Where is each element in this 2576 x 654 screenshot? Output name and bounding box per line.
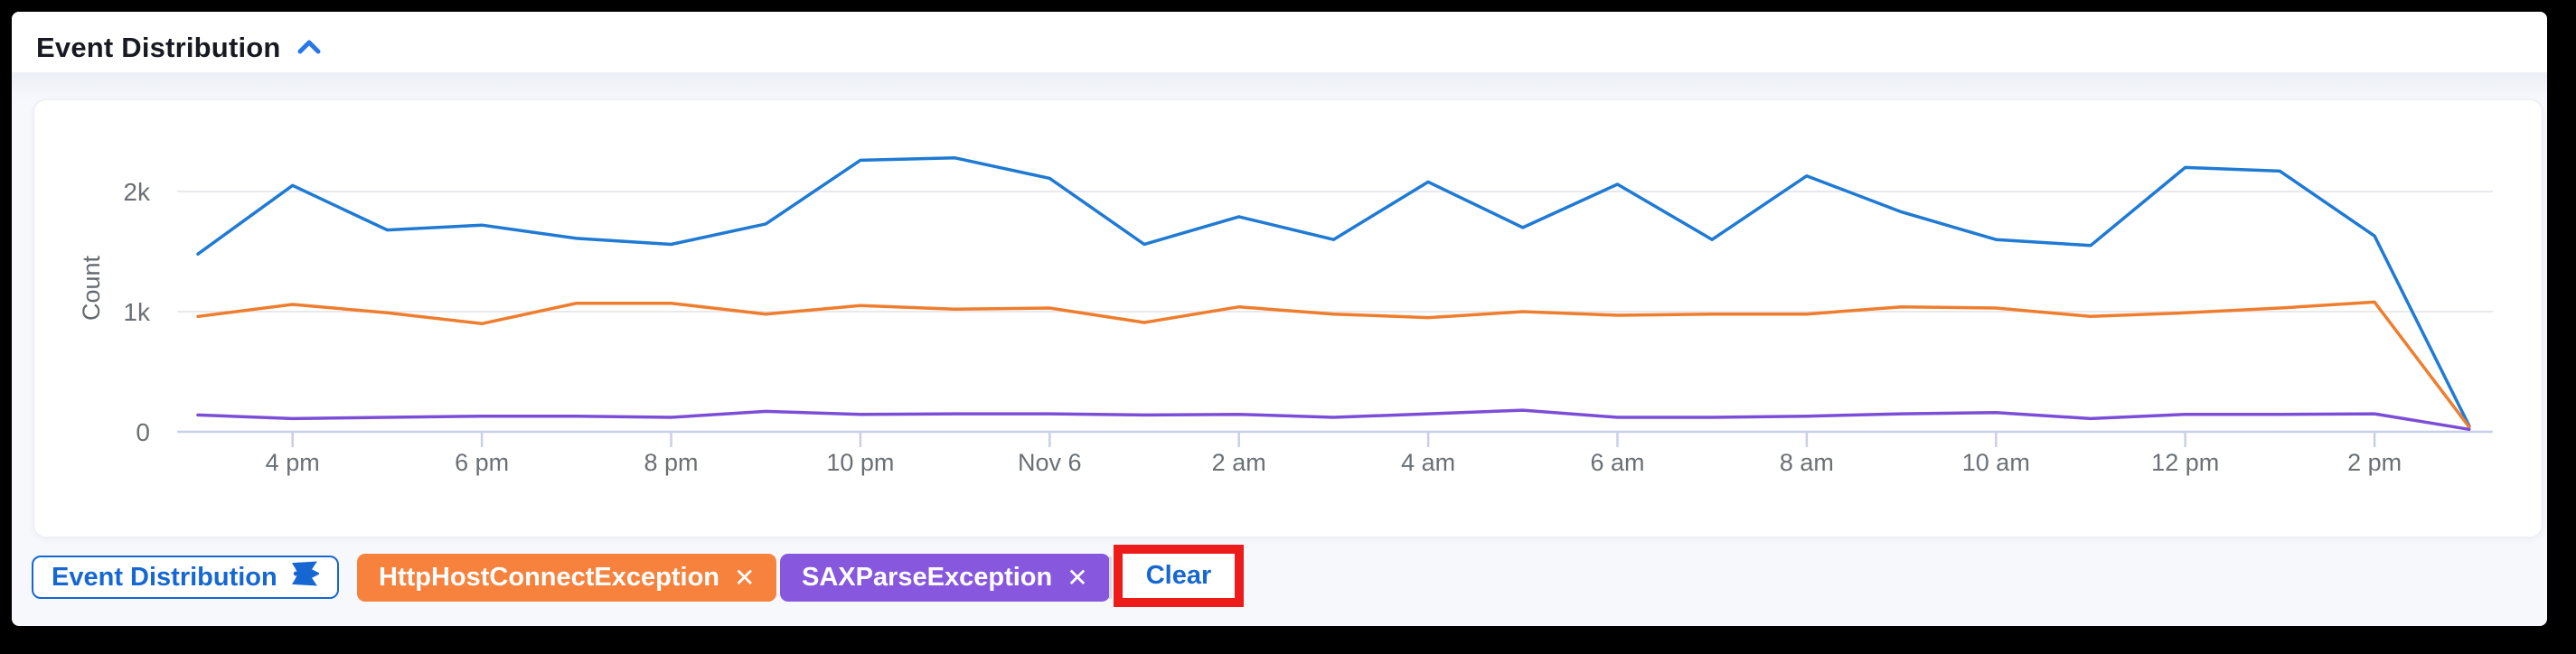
event-distribution-chart: 4 pm 6 pm 8 pm 10 pm Nov 6 2 am 4 am 6 am 8 am 10…	[78, 156, 2493, 476]
filter-chip-saxparseexception[interactable]: SAXParseException ✕	[780, 554, 1110, 602]
clear-button[interactable]: Clear	[1145, 561, 1212, 590]
vertical-divider	[1109, 556, 1112, 599]
filter-chip-label: HttpHostConnectException	[379, 563, 719, 592]
x-tick-label: 6 am	[1590, 449, 1644, 476]
close-icon[interactable]: ✕	[734, 563, 756, 592]
y-tick-label: 1k	[123, 298, 151, 326]
filter-chip-httphostconnectexception[interactable]: HttpHostConnectException ✕	[357, 554, 777, 602]
x-tick-label: 4 pm	[266, 449, 320, 476]
event-distribution-chart-button[interactable]: Event Distribution	[32, 556, 339, 599]
x-tick-label: 10 pm	[826, 449, 894, 476]
x-tick-label: 2 pm	[2347, 449, 2402, 476]
chart-button-label: Event Distribution	[52, 562, 277, 592]
x-tick-label: 2 am	[1212, 449, 1266, 476]
x-tick-label: 8 pm	[644, 449, 698, 476]
y-tick-label: 2k	[123, 178, 151, 206]
footer-controls: Event Distribution HttpHostConnectExcept…	[12, 12, 2547, 626]
x-tick-label: 6 pm	[455, 449, 509, 476]
x-tick-label: 12 pm	[2151, 449, 2219, 476]
annotation-highlight-box: Clear	[1114, 545, 1244, 607]
x-tick-label: 8 am	[1780, 449, 1834, 476]
chart-header: Event Distribution	[36, 32, 323, 64]
x-tick-label: Nov 6	[1018, 449, 1082, 476]
close-icon[interactable]: ✕	[1067, 563, 1088, 592]
y-tick-label: 0	[136, 418, 150, 446]
share-icon	[290, 559, 321, 595]
x-tick-label: 4 am	[1401, 449, 1455, 476]
line-series-saxparseexception	[196, 408, 2471, 432]
chevron-up-icon[interactable]	[296, 36, 323, 60]
dashboard-page: Event Distribution 4 pm 6 pm 8 pm 10 pm Nov …	[12, 12, 2547, 626]
header-divider-band	[12, 72, 2547, 99]
filter-chip-label: SAXParseException	[802, 563, 1053, 592]
header-strip	[12, 12, 2547, 72]
chart-card: 4 pm 6 pm 8 pm 10 pm Nov 6 2 am 4 am 6 am 8 am 10…	[33, 99, 2543, 537]
line-series-httphostconnectexception	[196, 300, 2471, 429]
y-axis-title: Count	[78, 255, 105, 321]
x-tick-label: 10 am	[1962, 449, 2030, 476]
line-series-event-distribution	[196, 156, 2471, 428]
page-title: Event Distribution	[36, 32, 281, 63]
